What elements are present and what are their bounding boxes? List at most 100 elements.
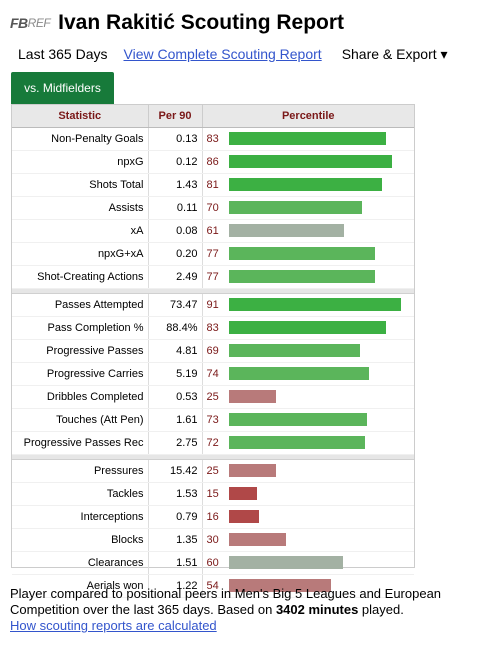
percentile-value: 74 [206,367,219,380]
table-row: Clearances 1.51 60 [12,551,414,575]
percentile-value: 30 [206,533,219,546]
percentile-bar [228,510,259,523]
percentile-bar [228,270,375,283]
column-header-per90[interactable]: Per 90 [148,105,203,128]
percentile-cell: 83 [202,316,414,340]
table-row: Passes Attempted 73.47 91 [12,293,414,317]
percentile-bar-track [228,579,409,592]
percentile-bar-track [228,556,409,569]
percentile-bar [228,436,366,449]
percentile-cell: 74 [202,362,414,386]
table-row: Shots Total 1.43 81 [12,173,414,197]
statistic-cell: Progressive Carries [12,362,149,386]
percentile-bar [228,178,383,191]
percentile-value: 83 [206,321,219,334]
percentile-bar [228,132,387,145]
percentile-bar-track [228,487,409,500]
percentile-bar-track [228,155,409,168]
percentile-cell: 60 [202,551,414,575]
percentile-bar [228,413,368,426]
statistic-cell: Clearances [12,551,149,575]
percentile-bar [228,579,332,592]
statistic-cell: Shots Total [12,173,149,197]
statistic-cell: Dribbles Completed [12,385,149,409]
percentile-cell: 25 [202,385,414,409]
per90-cell: 2.75 [148,431,203,455]
column-header-statistic[interactable]: Statistic [12,105,149,128]
table-body: Non-Penalty Goals 0.13 83 npxG 0.12 86 Shots T… [12,127,414,598]
table-row: Pass Completion % 88.4% 83 [12,316,414,340]
per90-cell: 4.81 [148,339,203,363]
per90-cell: 1.43 [148,173,203,197]
percentile-value: 91 [206,298,219,311]
table-row: Aerials won 1.22 54 [12,574,414,598]
percentile-cell: 86 [202,150,414,174]
per90-cell: 0.11 [148,196,203,220]
table-row: Touches (Att Pen) 1.61 73 [12,408,414,432]
group-separator [12,454,414,460]
statistic-cell: Progressive Passes [12,339,149,363]
percentile-value: 81 [206,178,219,191]
percentile-bar [228,321,387,334]
percentile-value: 73 [206,413,219,426]
complete-report-link[interactable]: View Complete Scouting Report [123,46,322,62]
per90-cell: 2.49 [148,265,203,289]
column-header-percentile[interactable]: Percentile [202,105,414,128]
percentile-bar-track [228,224,409,237]
table-row: Progressive Passes 4.81 69 [12,339,414,363]
table-row: Dribbles Completed 0.53 25 [12,385,414,409]
percentile-cell: 54 [202,574,414,598]
per90-cell: 73.47 [148,293,203,317]
table-row: Blocks 1.35 30 [12,528,414,552]
report-header: FB REF Ivan Rakitić Scouting Report [10,8,344,38]
percentile-value: 25 [206,390,219,403]
scouting-table-container: Statistic Per 90 Percentile Non-Penalty … [11,104,415,598]
percentile-cell: 30 [202,528,414,552]
statistic-cell: Tackles [12,482,149,506]
table-row: xA 0.08 61 [12,219,414,243]
table-row: Non-Penalty Goals 0.13 83 [12,127,414,151]
percentile-value: 70 [206,201,219,214]
percentile-bar [228,298,402,311]
percentile-value: 72 [206,436,219,449]
percentile-value: 61 [206,224,219,237]
footnote-text-pre: Player compared to positional peers in M… [10,586,442,617]
calculation-info-link[interactable]: How scouting reports are calculated [10,618,217,633]
separator-cell [12,288,414,294]
per90-cell: 5.19 [148,362,203,386]
percentile-bar-track [228,436,409,449]
percentile-cell: 77 [202,242,414,266]
share-export-menu[interactable]: Share & Export ▾ [341,45,448,62]
per90-cell: 1.53 [148,482,203,506]
logo-fb-text: FB [10,15,28,31]
per90-cell: 0.13 [148,127,203,151]
per90-cell: 88.4% [148,316,203,340]
percentile-bar [228,390,276,403]
percentile-value: 25 [206,464,219,477]
table-row: Progressive Carries 5.19 74 [12,362,414,386]
tab-vs-midfielders[interactable]: vs. Midfielders [11,72,114,104]
scouting-table: Statistic Per 90 Percentile Non-Penalty … [12,105,414,598]
percentile-bar-track [228,533,409,546]
percentile-bar [228,556,343,569]
percentile-bar-track [228,247,409,260]
percentile-bar-track [228,510,409,523]
percentile-bar [228,247,375,260]
percentile-cell: 61 [202,219,414,243]
percentile-value: 83 [206,132,219,145]
percentile-value: 77 [206,247,219,260]
percentile-value: 15 [206,487,219,500]
percentile-value: 77 [206,270,219,283]
percentile-bar [228,155,392,168]
percentile-bar-track [228,413,409,426]
percentile-bar [228,533,286,546]
footnote-text-post: played. [358,602,404,617]
percentile-cell: 81 [202,173,414,197]
percentile-bar-track [228,201,409,214]
per90-cell: 0.53 [148,385,203,409]
statistic-cell: Blocks [12,528,149,552]
fbref-logo[interactable]: FB REF [10,15,51,31]
per90-cell: 1.35 [148,528,203,552]
statistic-cell: Pass Completion % [12,316,149,340]
percentile-bar-track [228,132,409,145]
